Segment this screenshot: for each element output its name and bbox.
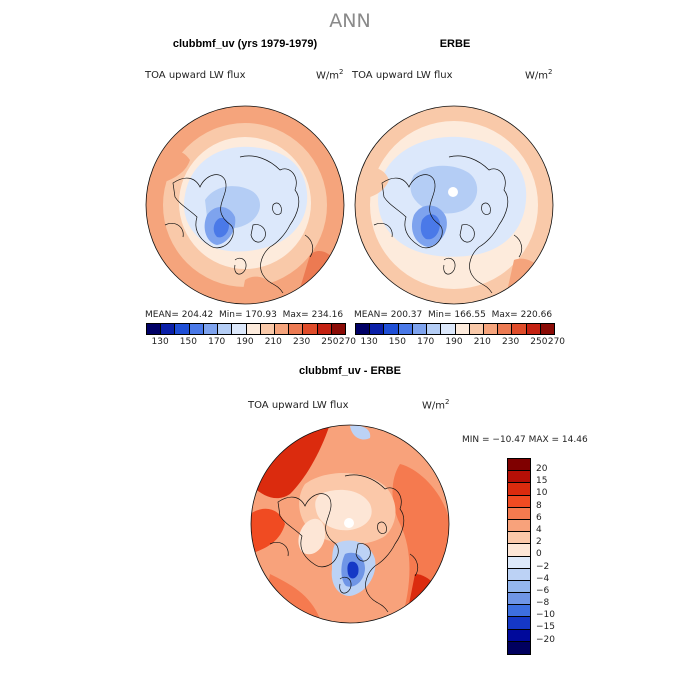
- panel1-tick: 230: [293, 337, 311, 347]
- panel3-colorbar-ticks: 20 15 10 8 6 4 2 0 −2 −4 −6 −8 −10 −15 −…: [536, 458, 576, 658]
- panel1-tick: 150: [179, 337, 197, 347]
- panel1-stats: MEAN= 204.42 Min= 170.93 Max= 234.16: [145, 310, 344, 320]
- panel3-colorbar: [507, 458, 531, 655]
- panel3-field-label: TOA upward LW flux: [248, 400, 349, 411]
- panel1-tick: 270: [338, 337, 357, 347]
- panel1-title: clubbmf_uv (yrs 1979-1979): [172, 38, 318, 50]
- panel3-tick: 8: [536, 501, 542, 511]
- panel3-tick: 10: [536, 488, 548, 498]
- panel2-pole-missing: [448, 187, 458, 197]
- panel2-tick: 270: [547, 337, 566, 347]
- panel3-tick: −20: [536, 635, 555, 645]
- panel3-tick: 2: [536, 537, 542, 547]
- panel3-units: W/m2: [422, 398, 450, 412]
- figure-title: ANN: [329, 10, 371, 32]
- panel2-greenland-cold: [420, 214, 440, 240]
- panel3-tick: 0: [536, 549, 542, 559]
- panel3-tick: −4: [536, 574, 550, 584]
- panel1-tick: 170: [208, 337, 226, 347]
- panel3-tick: −2: [536, 562, 550, 572]
- panel1-tick: 130: [151, 337, 169, 347]
- panel3-tick: 6: [536, 513, 542, 523]
- panel2-stats: MEAN= 200.37 Min= 166.55 Max= 220.66: [354, 310, 553, 320]
- panel2-tick: 250: [530, 337, 548, 347]
- panel1-colorbar: [146, 323, 346, 335]
- panel3-tick: −10: [536, 610, 555, 620]
- panel2-field-label: TOA upward LW flux: [352, 70, 453, 81]
- panel2-units: W/m2: [525, 68, 553, 82]
- panel1-map: [145, 105, 345, 305]
- panel3-tick: 15: [536, 476, 548, 486]
- panel2-tick: 210: [473, 337, 491, 347]
- panel3-map: [250, 424, 450, 624]
- panel3-minmax: MIN = −10.47 MAX = 14.46: [462, 435, 588, 445]
- panel1-field-label: TOA upward LW flux: [145, 70, 246, 81]
- panel3-tick: −8: [536, 598, 550, 608]
- panel2-map: [354, 105, 554, 305]
- panel1-tick: 250: [321, 337, 339, 347]
- panel3-tick: 4: [536, 525, 542, 535]
- panel2-tick: 150: [388, 337, 406, 347]
- panel2-tick: 190: [445, 337, 463, 347]
- panel2-tick: 130: [360, 337, 378, 347]
- panel1-units: W/m2: [316, 68, 344, 82]
- panel2-tick: 230: [502, 337, 520, 347]
- panel1-coastlines: [164, 155, 314, 294]
- panel3-pole-missing: [344, 518, 354, 528]
- panel1-colorbar-ticks: 130 150 170 190 210 230 250 270: [146, 337, 357, 349]
- panel2-colorbar-ticks: 130 150 170 190 210 230 250 270: [355, 337, 566, 349]
- panel2-colorbar: [355, 323, 555, 335]
- panel3-title: clubbmf_uv - ERBE: [298, 365, 402, 377]
- panel3-coastlines: [269, 474, 419, 613]
- panel1-tick: 210: [264, 337, 282, 347]
- panel3-tick: −15: [536, 622, 555, 632]
- panel2-tick: 170: [417, 337, 435, 347]
- panel3-tick: 20: [536, 464, 548, 474]
- panel3-tick: −6: [536, 586, 550, 596]
- panel1-tick: 190: [236, 337, 254, 347]
- panel2-title: ERBE: [439, 38, 471, 50]
- panel2-coastlines: [373, 155, 523, 294]
